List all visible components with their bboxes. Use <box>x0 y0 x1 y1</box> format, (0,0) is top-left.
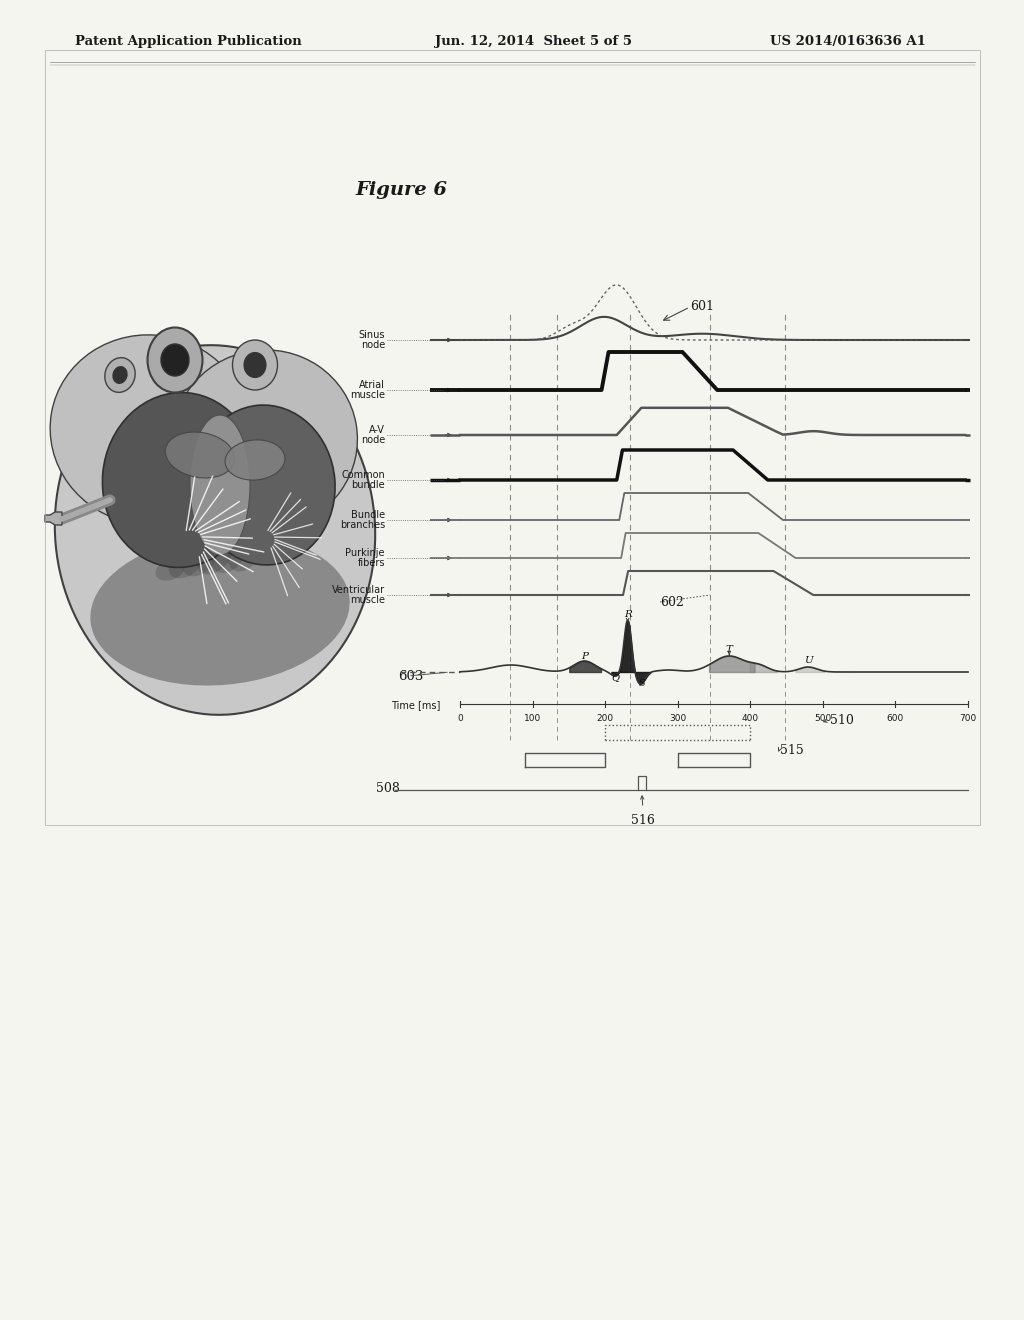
Text: Time [ms]: Time [ms] <box>390 700 440 710</box>
Text: Patent Application Publication: Patent Application Publication <box>75 36 302 49</box>
Ellipse shape <box>165 432 234 478</box>
Text: 200: 200 <box>597 714 613 723</box>
Ellipse shape <box>232 341 278 389</box>
Ellipse shape <box>182 544 217 577</box>
Text: Purkinje
fibers: Purkinje fibers <box>345 548 385 569</box>
Ellipse shape <box>113 367 127 383</box>
Text: Jun. 12, 2014  Sheet 5 of 5: Jun. 12, 2014 Sheet 5 of 5 <box>435 36 632 49</box>
Ellipse shape <box>225 440 285 480</box>
Text: 508: 508 <box>376 781 400 795</box>
Text: Ventricular
muscle: Ventricular muscle <box>332 585 385 606</box>
Text: Common
bundle: Common bundle <box>341 470 385 491</box>
Text: 603: 603 <box>398 669 423 682</box>
Text: R: R <box>624 610 632 619</box>
Text: T: T <box>726 645 733 653</box>
Ellipse shape <box>104 358 135 392</box>
Text: US 2014/0163636 A1: US 2014/0163636 A1 <box>770 36 926 49</box>
Ellipse shape <box>173 350 357 531</box>
Ellipse shape <box>226 519 264 572</box>
Ellipse shape <box>197 536 233 574</box>
Text: Atrial
muscle: Atrial muscle <box>350 380 385 400</box>
Text: 516: 516 <box>631 813 654 826</box>
Text: 500: 500 <box>814 714 831 723</box>
Text: Bundle
branches: Bundle branches <box>340 510 385 531</box>
Text: 601: 601 <box>690 301 714 314</box>
Text: U: U <box>804 656 812 665</box>
Ellipse shape <box>244 352 266 378</box>
Text: 602: 602 <box>660 595 684 609</box>
Text: Q: Q <box>611 673 618 682</box>
Text: 700: 700 <box>959 714 977 723</box>
Text: 515: 515 <box>780 743 804 756</box>
Text: Figure 6: Figure 6 <box>355 181 447 199</box>
Ellipse shape <box>211 527 249 573</box>
Ellipse shape <box>161 345 189 376</box>
Ellipse shape <box>195 405 335 565</box>
Ellipse shape <box>156 560 184 581</box>
Ellipse shape <box>55 345 375 715</box>
Ellipse shape <box>147 327 203 392</box>
Text: 400: 400 <box>741 714 759 723</box>
Ellipse shape <box>169 552 201 578</box>
Ellipse shape <box>190 414 250 554</box>
Text: P: P <box>581 652 588 661</box>
Ellipse shape <box>102 392 258 568</box>
Text: 510: 510 <box>830 714 854 726</box>
Text: A-V
node: A-V node <box>360 425 385 445</box>
Ellipse shape <box>90 535 349 685</box>
Text: S: S <box>639 678 645 688</box>
Ellipse shape <box>50 335 250 525</box>
Bar <box>45 50 980 825</box>
Text: 600: 600 <box>887 714 904 723</box>
Text: 300: 300 <box>669 714 686 723</box>
Polygon shape <box>45 512 62 525</box>
Text: 0: 0 <box>457 714 463 723</box>
Text: Sinus
node: Sinus node <box>358 330 385 350</box>
Text: 100: 100 <box>524 714 542 723</box>
